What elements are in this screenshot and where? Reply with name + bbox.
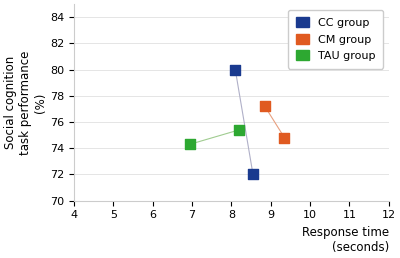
Point [281,136,288,140]
Legend: CC group, CM group, TAU group: CC group, CM group, TAU group [288,10,383,69]
Y-axis label: Social cognition
task performance
(%): Social cognition task performance (%) [4,50,47,155]
Point [250,172,256,176]
Point [187,142,193,146]
X-axis label: Response time
(seconds): Response time (seconds) [302,226,389,254]
Point [232,68,238,72]
Point [262,104,268,108]
Point [236,128,242,132]
